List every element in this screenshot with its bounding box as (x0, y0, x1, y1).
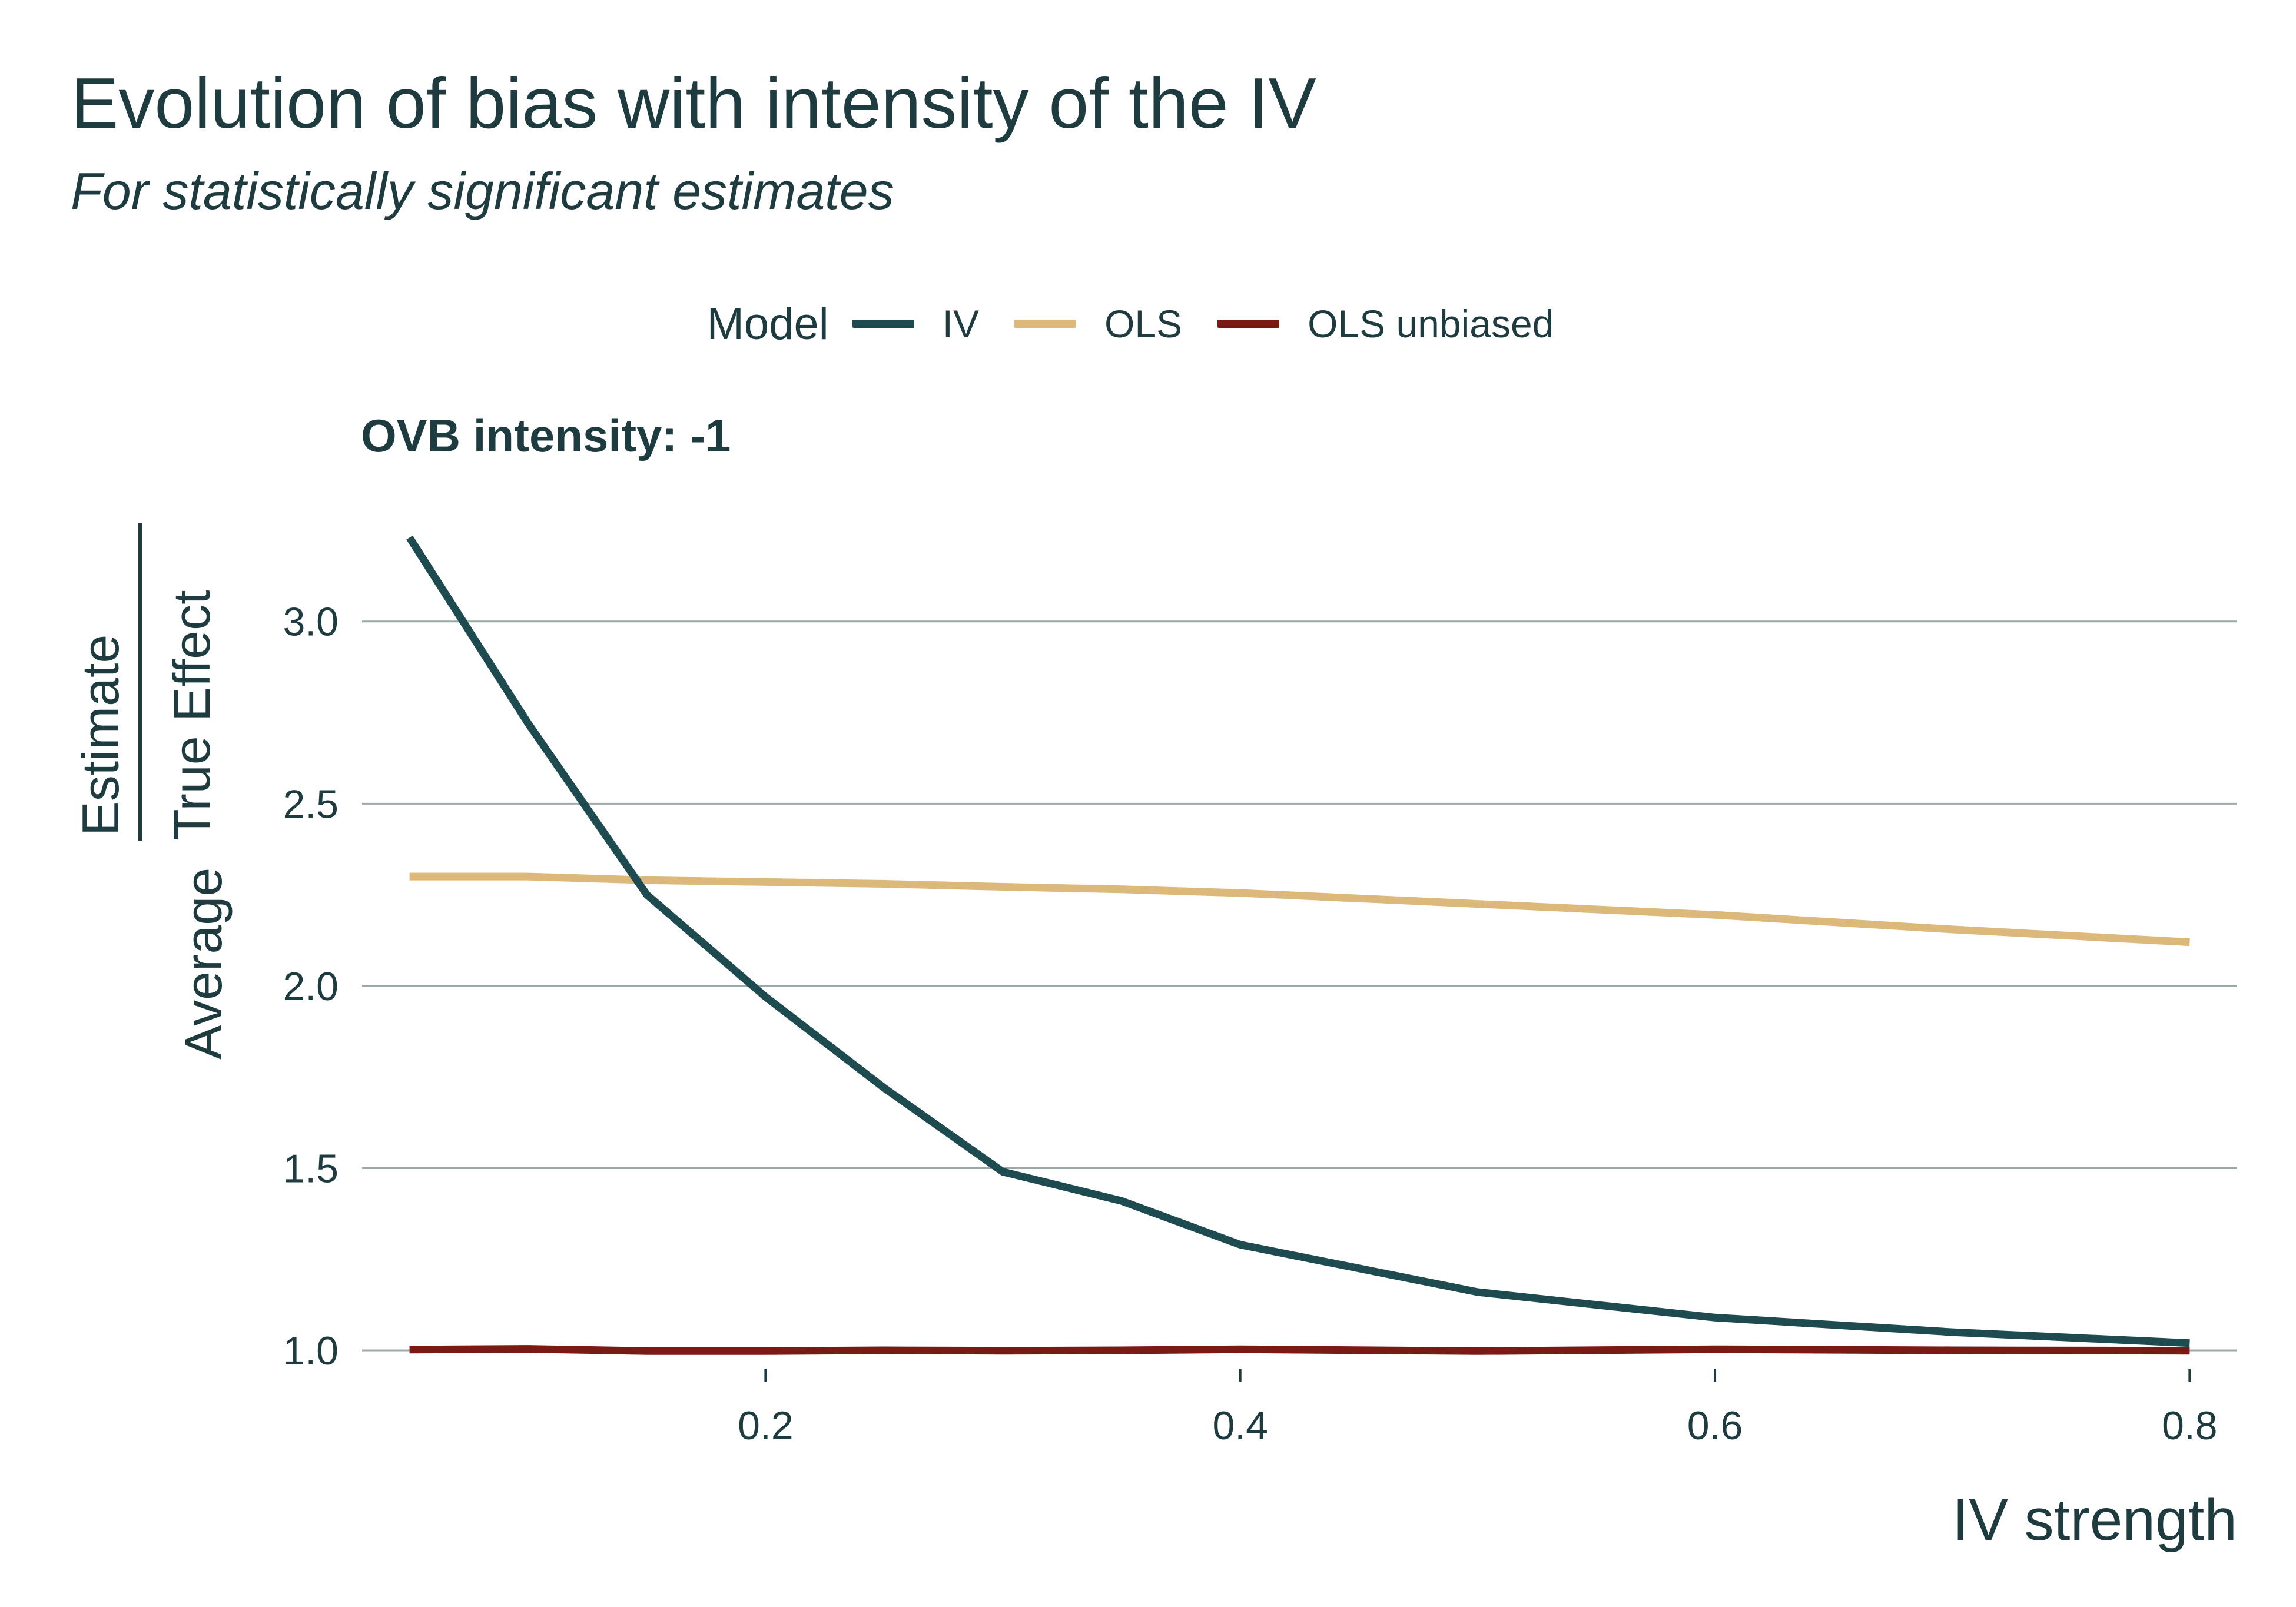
legend: Model IV OLS OLS unbiased (0, 291, 2296, 356)
y-tick-label: 1.0 (283, 1329, 339, 1373)
y-tick-label: 3.0 (283, 600, 339, 645)
legend-title: Model (706, 298, 829, 349)
x-axis-ticks: 0.2 0.4 0.6 0.8 (738, 1369, 2218, 1448)
x-tick-label: 0.2 (738, 1403, 794, 1448)
x-axis-label: IV strength (1952, 1487, 2237, 1553)
series-line-ols (409, 872, 2190, 947)
legend-label-ols-unbiased: OLS unbiased (1308, 302, 1554, 346)
y-tick-label: 1.5 (283, 1146, 339, 1191)
x-tick-label: 0.4 (1212, 1403, 1268, 1448)
legend-label-ols: OLS (1104, 302, 1183, 346)
legend-item-ols: OLS (1014, 301, 1182, 346)
x-tick-label: 0.8 (2162, 1403, 2218, 1448)
chart-subtitle: For statistically significant estimates (71, 162, 894, 220)
chart-title: Evolution of bias with intensity of the … (71, 63, 1316, 143)
y-axis-ticks: 1.0 1.5 2.0 2.5 3.0 (283, 600, 339, 1373)
legend-swatch-ols (1014, 320, 1076, 328)
legend-label-iv: IV (942, 302, 979, 346)
series-lines (406, 535, 2190, 1355)
y-tick-label: 2.5 (283, 782, 339, 826)
legend-swatch-iv (852, 320, 914, 328)
x-tick-label: 0.6 (1687, 1403, 1743, 1448)
series-line-ols-unbiased (409, 1345, 2190, 1355)
series-line-iv (406, 535, 2190, 1347)
legend-swatch-ols-unbiased (1217, 320, 1280, 328)
facet-label: OVB intensity: -1 (361, 410, 731, 461)
legend-item-iv: IV (852, 301, 979, 346)
gridlines (362, 620, 2237, 1352)
y-tick-label: 2.0 (283, 964, 339, 1009)
legend-item-ols-unbiased: OLS unbiased (1217, 301, 1554, 346)
